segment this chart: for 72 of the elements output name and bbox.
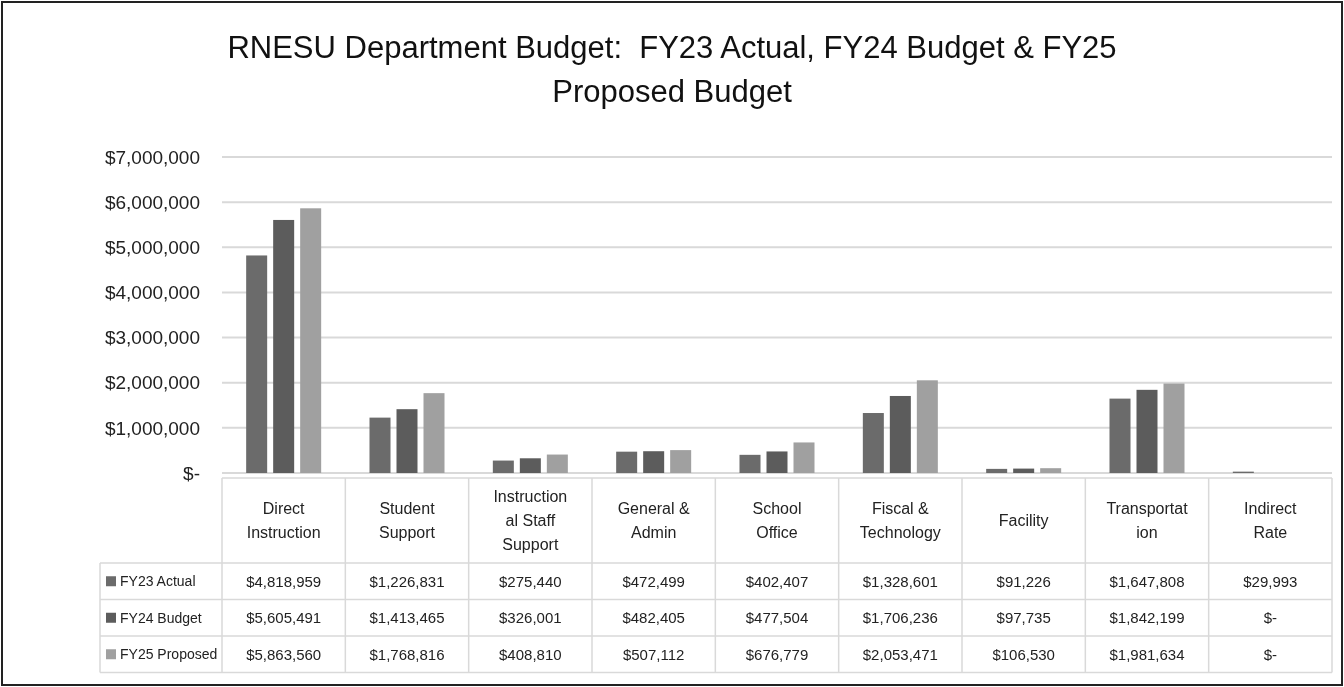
data-label: $5,863,560 <box>246 645 322 663</box>
bar <box>423 393 445 473</box>
legend-label: FY23 Actual <box>120 573 196 590</box>
bar <box>616 451 638 473</box>
data-label: $507,112 <box>622 645 685 663</box>
y-tick-label: $3,000,000 <box>104 327 200 349</box>
x-tick-label: General & Admin <box>617 500 691 542</box>
y-tick-label: $5,000,000 <box>104 236 200 258</box>
data-label: $1,981,634 <box>1109 645 1185 663</box>
legend-label: FY25 Proposed <box>120 646 218 663</box>
data-label: $- <box>1263 645 1278 663</box>
data-label: $1,226,831 <box>369 572 445 590</box>
data-label: $1,768,816 <box>369 645 445 663</box>
bar <box>862 413 884 473</box>
bar <box>643 451 665 473</box>
x-tick-label: Facility <box>998 512 1049 530</box>
data-label: $1,328,601 <box>862 572 938 590</box>
data-label: $482,405 <box>622 609 685 626</box>
bar <box>492 460 514 473</box>
bar <box>1013 468 1035 473</box>
bar <box>1163 383 1185 473</box>
data-label: $477,504 <box>745 609 809 626</box>
data-label: $1,647,808 <box>1109 572 1185 590</box>
data-label: $91,226 <box>996 572 1051 590</box>
chart-title: RNESU Department Budget: FY23 Actual, FY24 Budget & FY25 Proposed Budget <box>227 30 1117 109</box>
data-label: $472,499 <box>622 572 685 590</box>
data-label: $4,818,959 <box>246 572 322 590</box>
x-tick-label: Transportation <box>1106 500 1189 542</box>
bar <box>396 409 418 473</box>
data-label: $275,440 <box>499 572 562 590</box>
bar <box>670 450 692 473</box>
data-label: $1,413,465 <box>369 609 445 626</box>
y-tick-label: $- <box>183 462 200 484</box>
x-tick-label: School Office <box>752 500 802 542</box>
bar <box>300 208 322 473</box>
data-label: $2,053,471 <box>862 645 938 663</box>
bar <box>1136 389 1158 473</box>
bar <box>766 451 788 473</box>
bar <box>246 255 268 473</box>
y-tick-label: $7,000,000 <box>104 146 200 168</box>
data-label: $326,001 <box>499 609 562 626</box>
data-label: $5,605,491 <box>246 609 322 626</box>
y-tick-label: $6,000,000 <box>104 191 200 213</box>
bar <box>793 442 815 473</box>
bar <box>546 454 568 473</box>
bar <box>369 417 391 473</box>
bar <box>889 395 911 473</box>
bar <box>519 458 541 473</box>
y-tick-label: $4,000,000 <box>104 282 200 304</box>
y-tick-label: $1,000,000 <box>104 417 200 439</box>
data-label: $1,842,199 <box>1109 609 1185 626</box>
legend-label: FY24 Budget <box>120 609 202 626</box>
x-tick-label: Direct Instruction <box>246 500 321 542</box>
bar <box>273 219 295 473</box>
data-label: $97,735 <box>996 609 1051 626</box>
bar <box>986 468 1008 473</box>
bar <box>739 454 761 473</box>
x-tick-label: Student Support <box>378 500 436 542</box>
y-tick-label: $2,000,000 <box>104 372 200 394</box>
data-label: $106,530 <box>992 645 1055 663</box>
data-label: $408,810 <box>499 645 562 663</box>
bar <box>1109 398 1131 473</box>
data-label: $- <box>1263 609 1278 626</box>
x-tick-label: Instructional Staff Support <box>493 488 568 554</box>
data-label: $676,779 <box>745 645 809 663</box>
bar <box>1040 468 1062 473</box>
data-label: $1,706,236 <box>862 609 938 626</box>
x-tick-label: Fiscal & Technology <box>859 500 941 542</box>
data-label: $29,993 <box>1243 572 1298 590</box>
bar <box>916 380 938 473</box>
x-tick-label: Indirect Rate <box>1244 500 1298 542</box>
data-label: $402,407 <box>745 572 809 590</box>
